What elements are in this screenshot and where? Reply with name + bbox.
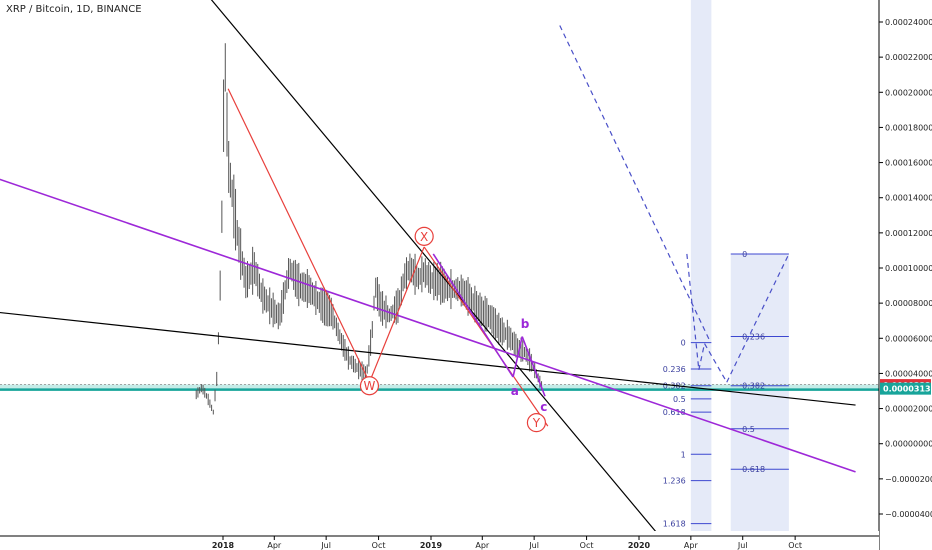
x-tick-label: Apr xyxy=(267,541,282,550)
x-tick-label: Oct xyxy=(788,541,802,550)
x-tick-label: Jul xyxy=(737,541,748,550)
wave-label-c: c xyxy=(540,400,547,414)
symbol-title: XRP / Bitcoin, 1D, BINANCE xyxy=(6,4,142,15)
purple-leg-to-a[interactable] xyxy=(432,253,514,378)
price-badge xyxy=(880,382,931,395)
projection-dashed-3[interactable] xyxy=(698,343,706,371)
y-tick-label: 0.00018000 xyxy=(885,123,932,132)
x-tick-label: Jul xyxy=(320,541,331,550)
y-tick-label: 0.00012000 xyxy=(885,229,932,238)
projection-dashed-1[interactable] xyxy=(559,25,711,343)
wave-label-b: b xyxy=(521,317,530,331)
y-tick-label: 0.00006000 xyxy=(885,334,932,343)
x-tick-label: Jul xyxy=(528,541,539,550)
fib-right-label: 0.5 xyxy=(742,425,755,434)
wave-label-circle xyxy=(526,413,547,433)
fib-left-label: 1 xyxy=(681,450,686,459)
support-band xyxy=(0,384,879,390)
x-tick-label: 2020 xyxy=(628,541,651,550)
fib-right-label: 0.236 xyxy=(742,333,765,342)
x-tick-label: Oct xyxy=(580,541,594,550)
fib-right-label: 0.382 xyxy=(742,382,765,391)
y-tick-label: 0.00020000 xyxy=(885,88,932,97)
fib-right-label: 0.618 xyxy=(742,465,765,474)
x-tick-label: Apr xyxy=(475,541,490,550)
red-leg-to-x[interactable] xyxy=(368,246,425,383)
y-tick-label: 0.00016000 xyxy=(885,159,932,168)
fib-left-label: 0 xyxy=(681,339,686,348)
x-tick-label: 2019 xyxy=(420,541,443,550)
wave-label-a: a xyxy=(511,384,519,398)
projection-dashed-2[interactable] xyxy=(686,253,700,370)
y-tick-label: 0.00008000 xyxy=(885,299,932,308)
y-tick-label: 0.00002000 xyxy=(885,405,932,414)
wave-label-circle xyxy=(359,376,380,396)
fib-left-label: 0.382 xyxy=(663,382,686,391)
x-tick-label: 2018 xyxy=(212,541,235,550)
fib-left-label: 0.236 xyxy=(663,365,686,374)
x-tick-label: Apr xyxy=(684,541,699,550)
steep-black-resistance[interactable] xyxy=(186,0,668,547)
y-tick-label: 0.00014000 xyxy=(885,194,932,203)
purple-leg-to-c[interactable] xyxy=(521,336,546,397)
y-tick-label: 0.00010000 xyxy=(885,264,932,273)
fib-left-zone xyxy=(690,0,712,531)
fib-right-label: 0 xyxy=(742,250,747,259)
projection-dashed-5[interactable] xyxy=(726,253,790,383)
y-tick-label: 0.00022000 xyxy=(885,53,932,62)
x-tick-label: Oct xyxy=(372,541,386,550)
fib-left-label: 0.5 xyxy=(673,395,686,404)
wave-label-circle xyxy=(414,226,434,246)
wave-label-X: X xyxy=(420,230,428,244)
y-tick-label: −0.00002000 xyxy=(885,475,932,484)
wave-label-W: W xyxy=(364,379,376,393)
projection-dashed-4[interactable] xyxy=(704,343,728,383)
price-badge-label: 0.00003134 xyxy=(883,385,932,394)
y-tick-label: 0.00000000 xyxy=(885,440,932,449)
y-tick-label: −0.00004000 xyxy=(885,510,932,519)
y-tick-label: 0.00004000 xyxy=(885,369,932,378)
purple-channel[interactable] xyxy=(0,161,856,473)
fib-left-label: 1.236 xyxy=(663,477,686,486)
shallow-black-support[interactable] xyxy=(0,307,856,406)
price-axis-panel xyxy=(879,0,932,550)
red-leg-to-w[interactable] xyxy=(227,88,370,383)
fib-left-label: 0.618 xyxy=(663,408,686,417)
y-tick-label: 0.00024000 xyxy=(885,18,932,27)
purple-leg-to-b[interactable] xyxy=(512,336,523,378)
wave-label-Y: Y xyxy=(532,416,541,430)
fib-left-label: 1.618 xyxy=(663,520,686,529)
